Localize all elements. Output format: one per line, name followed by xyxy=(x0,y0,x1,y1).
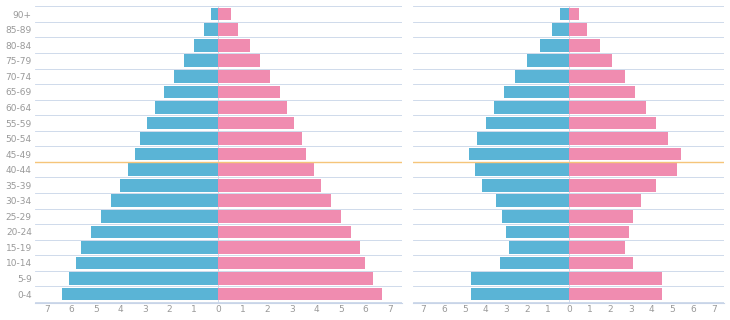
Bar xyxy=(569,148,681,161)
Bar xyxy=(218,116,294,129)
Bar xyxy=(469,148,569,161)
Bar xyxy=(218,163,314,176)
Bar xyxy=(218,8,231,20)
Bar xyxy=(569,163,677,176)
Bar xyxy=(569,241,625,254)
Bar xyxy=(61,288,218,300)
Bar xyxy=(515,70,569,83)
Bar xyxy=(569,85,635,98)
Bar xyxy=(218,272,372,285)
Bar xyxy=(140,132,218,145)
Bar xyxy=(509,241,569,254)
Bar xyxy=(494,101,569,114)
Bar xyxy=(81,241,218,254)
Bar xyxy=(569,39,600,52)
Bar xyxy=(504,85,569,98)
Bar xyxy=(218,132,301,145)
Bar xyxy=(569,54,612,67)
Bar xyxy=(164,85,218,98)
Bar xyxy=(218,179,321,192)
Bar xyxy=(101,210,218,223)
Bar xyxy=(485,116,569,129)
Bar xyxy=(218,210,341,223)
Bar xyxy=(507,226,569,238)
Bar xyxy=(482,179,569,192)
Bar xyxy=(218,23,238,36)
Bar xyxy=(471,288,569,300)
Bar xyxy=(218,241,361,254)
Bar xyxy=(120,179,218,192)
Bar xyxy=(128,163,218,176)
Bar xyxy=(218,226,350,238)
Bar xyxy=(218,194,331,207)
Bar xyxy=(218,54,260,67)
Bar xyxy=(135,148,218,161)
Bar xyxy=(155,101,218,114)
Bar xyxy=(552,23,569,36)
Bar xyxy=(218,148,307,161)
Bar xyxy=(110,194,218,207)
Bar xyxy=(500,257,569,269)
Bar xyxy=(569,116,656,129)
Bar xyxy=(91,226,218,238)
Bar xyxy=(218,70,269,83)
Bar xyxy=(569,179,656,192)
Bar xyxy=(211,8,218,20)
Bar xyxy=(569,101,645,114)
Bar xyxy=(218,85,280,98)
Bar xyxy=(184,54,218,67)
Bar xyxy=(527,54,569,67)
Bar xyxy=(496,194,569,207)
Bar xyxy=(502,210,569,223)
Bar xyxy=(471,272,569,285)
Bar xyxy=(569,132,669,145)
Bar xyxy=(569,23,588,36)
Bar xyxy=(76,257,218,269)
Bar xyxy=(218,39,250,52)
Bar xyxy=(218,101,287,114)
Bar xyxy=(569,194,642,207)
Bar xyxy=(569,210,633,223)
Bar xyxy=(569,272,662,285)
Bar xyxy=(539,39,569,52)
Bar xyxy=(218,257,365,269)
Bar xyxy=(561,8,569,20)
Bar xyxy=(193,39,218,52)
Bar xyxy=(69,272,218,285)
Bar xyxy=(174,70,218,83)
Bar xyxy=(218,288,383,300)
Bar xyxy=(569,288,662,300)
Bar xyxy=(475,163,569,176)
Bar xyxy=(569,257,633,269)
Bar xyxy=(204,23,218,36)
Bar xyxy=(569,70,625,83)
Bar xyxy=(569,8,579,20)
Bar xyxy=(477,132,569,145)
Bar xyxy=(147,116,218,129)
Bar xyxy=(569,226,629,238)
